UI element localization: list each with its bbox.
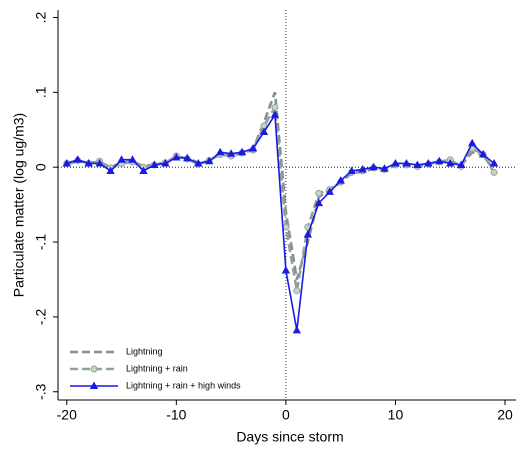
marker	[282, 223, 290, 231]
marker	[117, 155, 126, 163]
marker	[402, 158, 411, 167]
marker	[73, 155, 82, 163]
marker	[161, 158, 170, 167]
marker	[325, 187, 334, 195]
marker	[315, 189, 323, 197]
y-tick-label: .1	[33, 86, 49, 98]
marker	[369, 162, 378, 171]
marker	[281, 265, 291, 274]
marker	[457, 160, 466, 168]
marker	[490, 168, 498, 176]
x-tick-label: 20	[497, 407, 513, 423]
legend-marker	[89, 381, 99, 389]
legend-label: Lightning	[126, 346, 163, 356]
marker	[347, 166, 356, 174]
y-tick-label: .2	[33, 11, 49, 23]
marker	[380, 164, 389, 172]
marker	[292, 325, 302, 334]
x-axis-title: Days since storm	[236, 429, 343, 445]
marker	[139, 166, 148, 174]
marker	[95, 158, 104, 167]
y-tick-label: -.3	[33, 383, 49, 400]
series-line	[66, 112, 495, 331]
marker	[467, 138, 477, 147]
marker	[226, 149, 236, 157]
marker	[205, 156, 214, 165]
marker	[314, 198, 323, 207]
y-tick-label: -.1	[33, 234, 49, 251]
marker	[489, 158, 499, 167]
marker	[128, 155, 137, 163]
marker	[62, 158, 71, 167]
marker	[248, 143, 258, 152]
marker	[435, 156, 444, 165]
marker	[215, 147, 225, 156]
marker	[84, 158, 93, 167]
marker	[150, 160, 159, 168]
legend-label: Lightning + rain + high winds	[126, 380, 241, 390]
marker	[391, 158, 400, 167]
marker	[183, 153, 192, 162]
x-tick-label: 0	[282, 407, 290, 423]
marker	[106, 166, 115, 174]
y-axis-title: Particulate matter (log ug/m3)	[11, 113, 27, 297]
legend-label: Lightning + rain	[126, 363, 188, 373]
marker	[194, 158, 203, 167]
marker	[478, 149, 488, 158]
marker	[172, 152, 181, 161]
marker	[413, 160, 422, 168]
marker	[293, 287, 301, 295]
marker	[336, 176, 345, 184]
legend-marker	[90, 365, 98, 373]
marker	[237, 147, 247, 156]
marker	[271, 103, 279, 111]
x-tick-label: 10	[388, 407, 404, 423]
marker	[303, 230, 313, 238]
x-tick-label: -20	[57, 407, 77, 423]
marker	[446, 158, 455, 167]
marker	[358, 164, 367, 173]
marker	[424, 158, 433, 167]
x-tick-label: -10	[166, 407, 186, 423]
marker	[270, 110, 280, 118]
y-tick-label: 0	[33, 163, 49, 171]
marker	[259, 127, 269, 136]
y-tick-label: -.2	[33, 309, 49, 326]
